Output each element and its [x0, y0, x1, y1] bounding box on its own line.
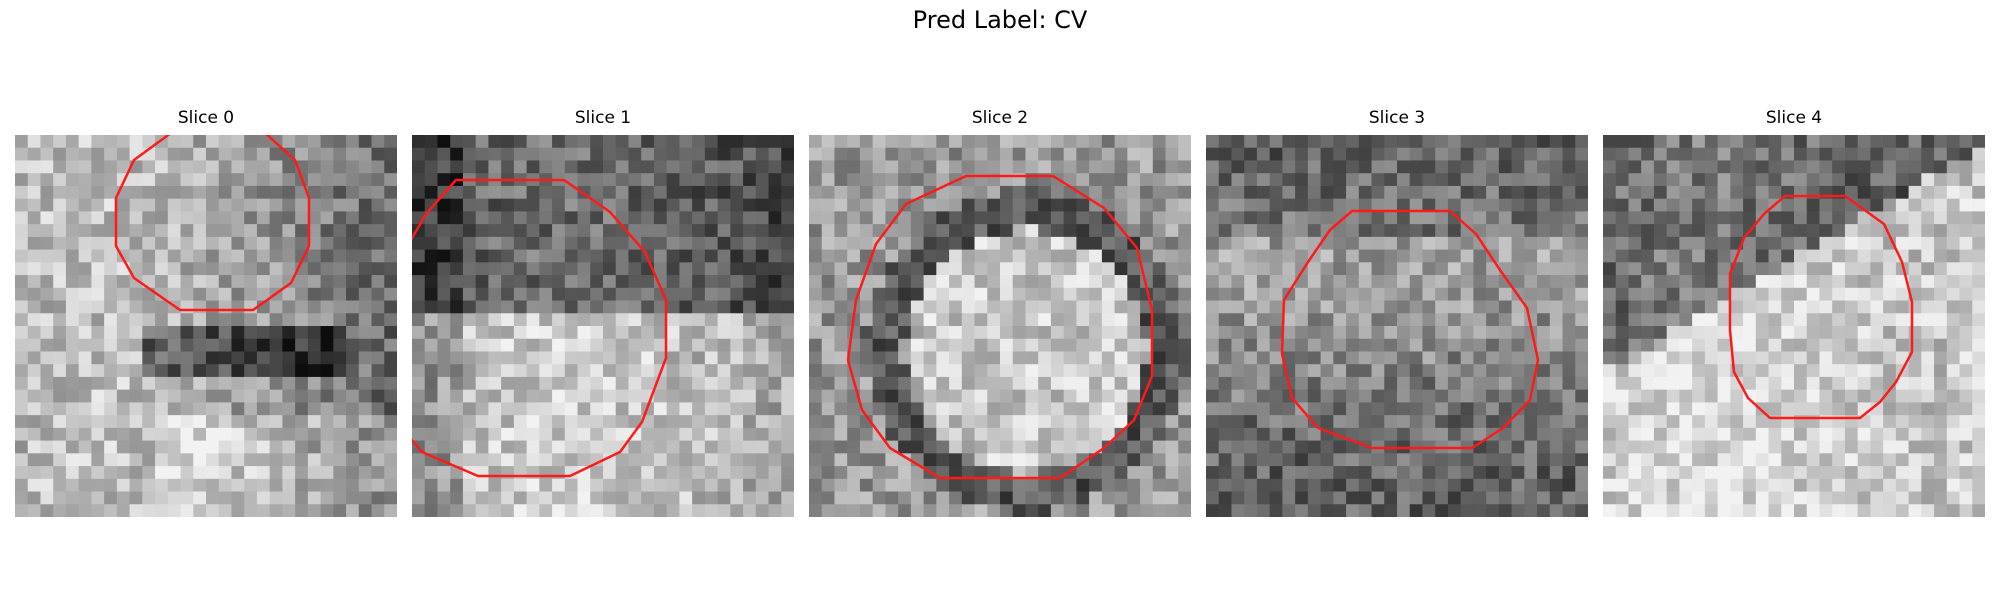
slice-image	[412, 135, 794, 517]
roi-contour	[1280, 209, 1540, 450]
slice-image	[1603, 135, 1985, 517]
slice-image	[15, 135, 397, 517]
slice-image	[809, 135, 1191, 517]
roi-contour	[114, 135, 311, 312]
figure-title: Pred Label: CV	[912, 6, 1088, 34]
slice-title: Slice 0	[177, 108, 235, 128]
slice-title: Slice 3	[1368, 108, 1426, 128]
slice-title: Slice 1	[574, 108, 632, 128]
roi-contour	[1728, 194, 1914, 420]
roi-contour	[412, 178, 668, 478]
roi-contour	[846, 174, 1154, 480]
slice-title: Slice 2	[971, 108, 1029, 128]
slice-title: Slice 4	[1765, 108, 1823, 128]
slice-image	[1206, 135, 1588, 517]
